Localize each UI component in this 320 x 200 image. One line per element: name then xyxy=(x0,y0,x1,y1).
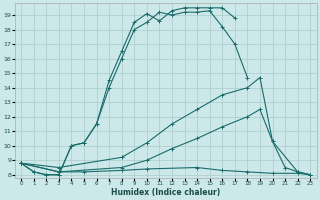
X-axis label: Humidex (Indice chaleur): Humidex (Indice chaleur) xyxy=(111,188,220,197)
